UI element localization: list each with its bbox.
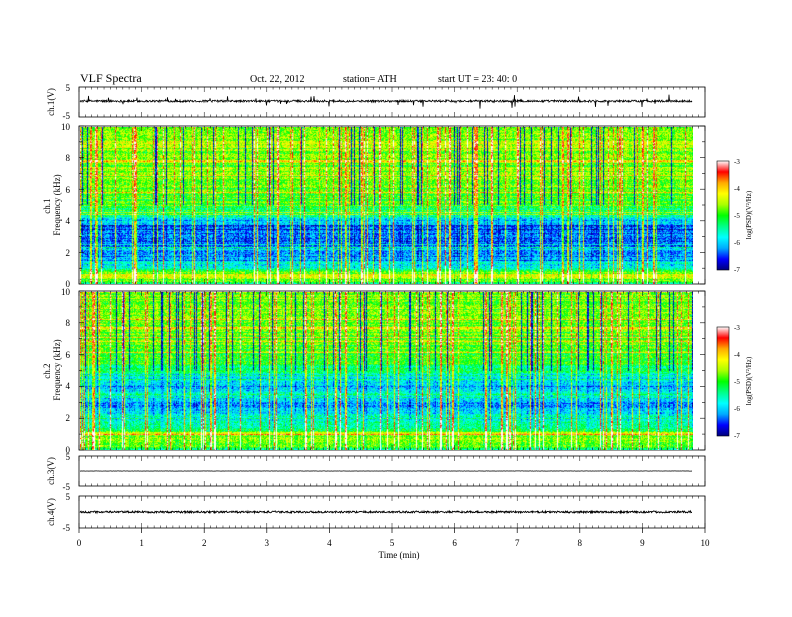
ch2-ytick-6: 6 [66,350,71,360]
ch1-cb-tick-6: -6 [734,239,740,247]
x-tick-label-5: 5 [390,538,395,548]
ch2-ytick-8: 8 [66,318,71,328]
ch2-cb-tick-4: -4 [734,351,740,359]
ch3-waveform-panel: 5 -5 ch.3(V) [46,452,705,492]
ch1-ytick-10: 10 [61,122,71,132]
ch1-cb-label: log(PSD)(V²/Hz) [745,190,753,239]
x-axis-ticks [79,528,705,533]
x-tick-label-1: 1 [139,538,144,548]
ch4-ylabel: ch.4(V) [46,498,56,526]
ch1-spec-ylabel-line2: Frequency (kHz) [52,174,62,235]
x-tick-label-4: 4 [327,538,332,548]
x-tick-label-7: 7 [515,538,520,548]
ch3-ylabel: ch.3(V) [46,457,56,485]
ch1-cb-tick-3: -3 [734,158,740,166]
ch2-colorbar-gradient [717,327,729,436]
ch2-spec-ylabel-line1: ch.2 [42,364,52,379]
ch2-ytick-10: 10 [61,287,71,297]
x-tick-label-6: 6 [452,538,457,548]
x-tick-label-0: 0 [77,538,82,548]
station-label: station= ATH [343,74,397,85]
ch2-cb-tick-3: -3 [734,324,740,332]
ch2-spec-ylabel: ch.2 Frequency (kHz) [42,339,62,400]
ch1-spec-ylabel: ch.1 Frequency (kHz) [42,174,62,235]
ch1-ytick-2: 2 [66,248,71,258]
ch1-waveform-panel: 5 -5 ch.1(V) [46,83,705,121]
ch4-ytick-bottom: -5 [63,523,71,533]
ch2-cb-tick-6: -6 [734,405,740,413]
ch1-ytick-4: 4 [66,216,71,226]
date-label: Oct. 22, 2012 [250,74,304,85]
ch1-ytick-8: 8 [66,153,71,163]
ch1-ytick-6: 6 [66,185,71,195]
ch2-ytick-4: 4 [66,381,71,391]
ch2-cb-tick-7: -7 [734,432,740,440]
ch2-colorbar: -3 -4 -5 -6 -7 log(PSD)(V²/Hz) [717,324,753,440]
ch1-cb-tick-7: -7 [734,266,740,274]
ch1-spectrogram [80,127,693,284]
ch2-ytick-2: 2 [66,413,71,423]
ch4-ytick-top: 5 [66,492,71,502]
ch2-spectrogram [80,292,693,450]
ch2-cb-tick-5: -5 [734,378,740,386]
x-tick-label-9: 9 [640,538,645,548]
x-tick-label-3: 3 [265,538,270,548]
x-axis-tick-labels: 0 1 2 3 4 5 6 7 8 9 10 [77,538,710,548]
ch2-spec-ylabel-line2: Frequency (kHz) [52,339,62,400]
ch1-colorbar: -3 -4 -5 -6 -7 log(PSD)(V²/Hz) [717,158,753,274]
ch3-ytick-top: 5 [66,452,71,462]
start-time-label: start UT = 23: 40: 0 [438,74,517,85]
figure-title: VLF Spectra [80,71,142,85]
ch1-spec-ylabel-line1: ch.1 [42,199,52,214]
x-tick-label-2: 2 [202,538,207,548]
ch1-colorbar-gradient [717,161,729,270]
x-tick-label-10: 10 [701,538,711,548]
ch1-cb-tick-4: -4 [734,185,740,193]
ch1-spectrogram-panel: 0 2 4 6 8 10 ch.1 Frequency (kHz) -3 -4 … [42,122,753,289]
ch2-spectrogram-panel: 0 2 4 6 8 10 ch.2 Frequency (kHz) -3 -4 … [42,287,753,455]
ch2-cb-label: log(PSD)(V²/Hz) [745,356,753,405]
x-tick-label-8: 8 [578,538,583,548]
x-axis-label: Time (min) [379,550,420,560]
ch1-ylabel: ch.1(V) [46,88,56,116]
ch1-ytick-top: 5 [66,83,71,93]
ch4-waveform-panel: 5 -5 ch.4(V) [46,492,705,533]
ch3-ytick-bottom: -5 [63,482,71,492]
ch1-ytick-bottom: -5 [63,111,71,121]
ch1-cb-tick-5: -5 [734,212,740,220]
